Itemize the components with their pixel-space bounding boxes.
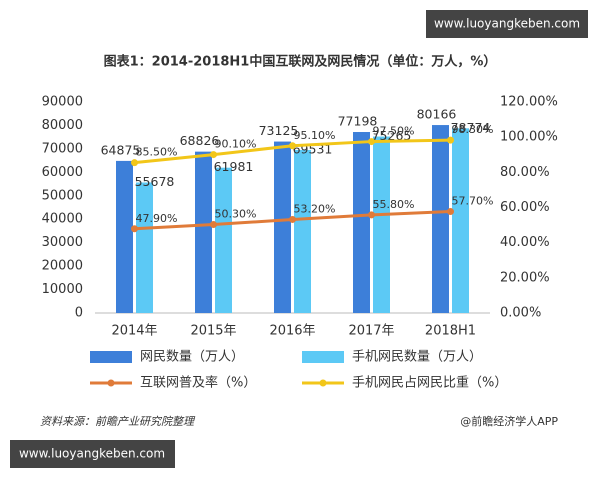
line-value-label: 95.10% [294, 129, 336, 142]
y2-tick-label: 20.00% [500, 270, 550, 285]
bar [432, 125, 449, 313]
y-tick-label: 0 [75, 306, 83, 321]
y2-tick-label: 80.00% [500, 165, 550, 180]
x-tick-label: 2015年 [190, 324, 236, 339]
bar [215, 167, 232, 313]
bar [353, 132, 370, 313]
bar-value-label: 77198 [338, 114, 378, 129]
bar-value-label: 68826 [180, 133, 220, 148]
bar [274, 141, 291, 313]
line-point [210, 221, 217, 229]
y-tick-label: 10000 [42, 282, 83, 297]
chart-title: 图表1：2014-2018H1中国互联网及网民情况（单位：万人，%） [104, 54, 497, 70]
bar-value-label: 75265 [372, 128, 412, 143]
y-tick-label: 80000 [42, 118, 83, 133]
watermark-box [426, 10, 588, 38]
line-point [131, 225, 138, 233]
y-tick-label: 20000 [42, 259, 83, 274]
legend-label: 手机网民占网民比重（%） [352, 375, 507, 391]
legend-label: 手机网民数量（万人） [352, 350, 482, 365]
legend-swatch [107, 379, 115, 387]
bar [195, 151, 212, 313]
bar-value-label: 78774 [451, 120, 491, 135]
legend-label: 互联网普及率（%） [140, 375, 256, 391]
y2-tick-label: 40.00% [500, 235, 550, 250]
bar [294, 149, 311, 313]
line-value-label: 47.90% [136, 212, 178, 225]
legend-label: 网民数量（万人） [140, 350, 244, 365]
line-value-label: 55.80% [373, 198, 415, 211]
line-value-label: 57.70% [452, 195, 494, 208]
legend-swatch [319, 379, 327, 387]
watermark: www.luoyangkeben.com [19, 447, 165, 461]
line-value-label: 98.30% [452, 123, 494, 136]
x-tick-label: 2016年 [269, 324, 315, 339]
y2-tick-label: 100.00% [500, 130, 558, 145]
y2-tick-label: 120.00% [500, 95, 558, 110]
y-tick-label: 60000 [42, 165, 83, 180]
y2-tick-label: 60.00% [500, 200, 550, 215]
bar [116, 160, 133, 313]
line-point [447, 208, 454, 216]
bar-value-label: 64875 [101, 142, 141, 157]
line-value-label: 50.30% [215, 208, 257, 221]
y-tick-label: 50000 [42, 188, 83, 203]
y2-tick-label: 0.00% [500, 306, 541, 321]
legend-swatch [90, 351, 132, 363]
bar [452, 128, 469, 313]
legend-swatch [302, 351, 344, 363]
y-tick-label: 40000 [42, 212, 83, 227]
line-value-label: 90.10% [215, 138, 257, 151]
x-tick-label: 2018H1 [425, 324, 476, 339]
line-point [289, 215, 296, 223]
y-tick-label: 30000 [42, 235, 83, 250]
watermark-box [10, 440, 175, 468]
bar-value-label: 55678 [135, 174, 175, 189]
credit: @前瞻经济学人APP [460, 414, 558, 428]
bar [373, 136, 390, 313]
x-tick-label: 2017年 [348, 324, 394, 339]
y-tick-label: 70000 [42, 141, 83, 156]
y-tick-label: 90000 [42, 95, 83, 110]
line-point [368, 138, 375, 146]
bar-value-label: 73125 [259, 123, 299, 138]
bar-value-label: 61981 [214, 159, 254, 174]
bar-value-label: 80166 [417, 107, 457, 122]
line-value-label: 53.20% [294, 202, 336, 215]
line-point [289, 142, 296, 150]
line-point [368, 211, 375, 219]
watermark: www.luoyangkeben.com [434, 17, 580, 31]
line-value-label: 97.50% [373, 125, 415, 138]
line-point [210, 151, 217, 159]
line-value-label: 85.50% [136, 146, 178, 159]
source: 资料来源：前瞻产业研究院整理 [40, 415, 196, 428]
bar [136, 182, 153, 313]
x-tick-label: 2014年 [111, 324, 157, 339]
line-point [447, 136, 454, 144]
line-point [131, 159, 138, 167]
